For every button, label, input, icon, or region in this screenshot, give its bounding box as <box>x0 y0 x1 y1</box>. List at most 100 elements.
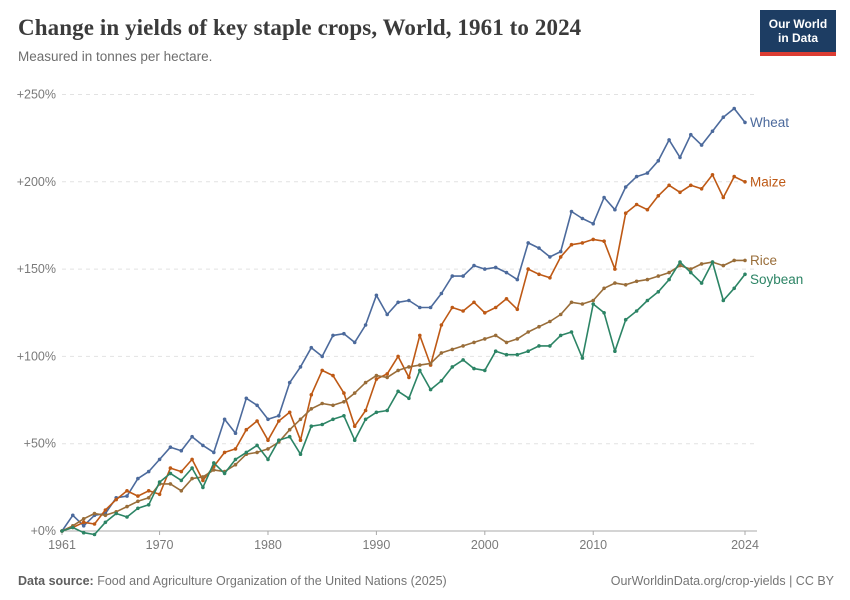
series-point-soybean[interactable] <box>461 358 465 362</box>
series-point-rice[interactable] <box>602 286 606 291</box>
series-point-wheat[interactable] <box>483 267 487 271</box>
series-point-maize[interactable] <box>656 194 661 198</box>
series-point-soybean[interactable] <box>428 387 433 392</box>
series-point-soybean[interactable] <box>342 414 346 418</box>
series-point-rice[interactable] <box>483 337 487 341</box>
series-point-soybean[interactable] <box>277 438 281 443</box>
series-point-wheat[interactable] <box>212 450 216 455</box>
series-point-maize[interactable] <box>667 183 671 188</box>
series-point-maize[interactable] <box>504 297 509 301</box>
series-point-soybean[interactable] <box>743 272 747 277</box>
series-point-soybean[interactable] <box>222 471 227 476</box>
series-point-rice[interactable] <box>548 319 552 324</box>
series-point-wheat[interactable] <box>428 305 433 310</box>
series-point-wheat[interactable] <box>287 380 292 385</box>
series-point-soybean[interactable] <box>407 396 411 401</box>
series-point-soybean[interactable] <box>656 290 661 294</box>
series-point-maize[interactable] <box>255 419 259 423</box>
series-point-maize[interactable] <box>493 305 498 310</box>
series-point-maize[interactable] <box>548 276 552 280</box>
series-point-soybean[interactable] <box>233 457 238 462</box>
series-line-rice[interactable] <box>61 259 746 532</box>
series-point-soybean[interactable] <box>710 260 715 264</box>
series-point-rice[interactable] <box>504 340 509 345</box>
series-point-maize[interactable] <box>613 267 617 271</box>
series-point-maize[interactable] <box>537 272 541 277</box>
series-point-wheat[interactable] <box>363 323 368 327</box>
series-point-wheat[interactable] <box>309 345 314 350</box>
series-point-soybean[interactable] <box>103 520 108 525</box>
series-point-wheat[interactable] <box>190 434 194 439</box>
series-point-maize[interactable] <box>287 410 292 415</box>
series-point-maize[interactable] <box>385 372 390 376</box>
series-point-maize[interactable] <box>201 478 205 483</box>
series-point-rice[interactable] <box>558 312 563 317</box>
owid-logo[interactable]: Our World in Data <box>760 10 836 56</box>
series-point-wheat[interactable] <box>634 174 639 179</box>
series-point-soybean[interactable] <box>298 452 303 457</box>
series-point-rice[interactable] <box>721 263 726 268</box>
series-point-soybean[interactable] <box>645 298 650 303</box>
series-point-rice[interactable] <box>428 361 433 366</box>
series-point-wheat[interactable] <box>407 298 411 303</box>
series-point-maize[interactable] <box>396 354 400 359</box>
series-point-soybean[interactable] <box>418 368 422 373</box>
series-point-soybean[interactable] <box>569 330 574 334</box>
series-point-maize[interactable] <box>168 466 173 470</box>
series-point-maize[interactable] <box>743 180 747 184</box>
series-point-rice[interactable] <box>81 517 86 521</box>
series-point-soybean[interactable] <box>613 349 617 354</box>
series-point-rice[interactable] <box>656 274 661 278</box>
series-point-maize[interactable] <box>146 489 151 493</box>
series-point-soybean[interactable] <box>352 438 357 443</box>
series-point-maize[interactable] <box>699 187 704 191</box>
series-point-soybean[interactable] <box>580 356 585 360</box>
series-point-maize[interactable] <box>320 368 325 373</box>
series-point-soybean[interactable] <box>374 410 379 415</box>
series-point-soybean[interactable] <box>689 270 693 275</box>
series-point-rice[interactable] <box>136 499 140 504</box>
series-point-maize[interactable] <box>569 242 574 247</box>
series-point-rice[interactable] <box>201 475 205 479</box>
series-point-maize[interactable] <box>374 377 379 381</box>
series-point-maize[interactable] <box>309 393 314 397</box>
series-point-wheat[interactable] <box>504 270 509 275</box>
series-point-maize[interactable] <box>222 450 227 455</box>
series-point-maize[interactable] <box>244 427 249 432</box>
series-point-soybean[interactable] <box>732 286 736 291</box>
series-point-wheat[interactable] <box>526 241 530 245</box>
series-point-soybean[interactable] <box>157 480 162 484</box>
series-point-rice[interactable] <box>613 281 617 285</box>
series-point-maize[interactable] <box>483 311 487 315</box>
series-point-soybean[interactable] <box>667 277 671 282</box>
series-point-soybean[interactable] <box>504 352 509 357</box>
series-point-soybean[interactable] <box>168 471 173 476</box>
series-point-maize[interactable] <box>710 173 715 177</box>
series-point-maize[interactable] <box>450 305 455 310</box>
series-point-maize[interactable] <box>721 195 726 200</box>
series-point-rice[interactable] <box>179 489 184 493</box>
series-point-rice[interactable] <box>385 375 390 380</box>
series-point-wheat[interactable] <box>266 417 270 422</box>
series-point-rice[interactable] <box>667 270 671 275</box>
series-point-soybean[interactable] <box>634 309 639 313</box>
series-point-rice[interactable] <box>266 447 270 451</box>
series-point-maize[interactable] <box>157 492 162 497</box>
series-point-soybean[interactable] <box>331 417 335 422</box>
series-point-maize[interactable] <box>125 489 129 493</box>
series-point-wheat[interactable] <box>201 443 205 448</box>
series-point-wheat[interactable] <box>396 300 400 305</box>
series-point-wheat[interactable] <box>331 333 335 338</box>
series-point-rice[interactable] <box>732 258 736 263</box>
series-point-maize[interactable] <box>277 419 281 423</box>
series-point-wheat[interactable] <box>645 171 650 175</box>
series-point-maize[interactable] <box>81 520 86 525</box>
series-point-rice[interactable] <box>363 380 368 385</box>
series-point-wheat[interactable] <box>667 138 671 142</box>
series-point-wheat[interactable] <box>439 291 444 296</box>
series-point-soybean[interactable] <box>320 422 325 427</box>
series-point-maize[interactable] <box>418 333 422 338</box>
series-point-soybean[interactable] <box>60 529 64 533</box>
series-point-soybean[interactable] <box>385 408 390 413</box>
series-point-maize[interactable] <box>472 300 476 305</box>
